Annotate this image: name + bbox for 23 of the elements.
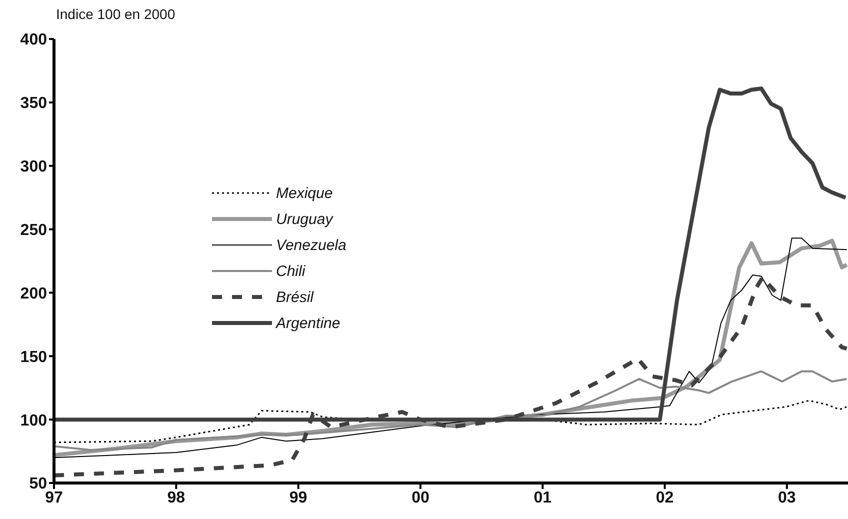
x-tick-label: 98 xyxy=(167,489,186,506)
x-tick-label: 03 xyxy=(778,489,796,506)
y-tick-label: 50 xyxy=(29,476,48,493)
y-tick-label: 350 xyxy=(20,95,48,112)
legend-label: Brésil xyxy=(276,288,314,306)
line-series xyxy=(54,370,848,452)
y-tick-label: 150 xyxy=(20,348,48,366)
x-tick-label: 99 xyxy=(289,489,308,506)
y-tick-label: 250 xyxy=(20,222,48,239)
y-tick-label: 400 xyxy=(20,32,48,49)
legend-label: Mexique xyxy=(276,184,333,202)
legend-label: Argentine xyxy=(276,314,340,332)
x-tick-label: 02 xyxy=(656,489,674,506)
legend-label: Chili xyxy=(276,262,306,280)
y-axis-title: Indice 100 en 2000 xyxy=(56,6,176,22)
x-tick-label: 01 xyxy=(534,489,552,506)
y-tick-label: 100 xyxy=(20,412,48,430)
legend-label: Uruguay xyxy=(276,210,333,228)
y-tick-label: 300 xyxy=(20,158,48,176)
x-tick-label: 97 xyxy=(45,489,63,506)
x-tick-label: 00 xyxy=(412,489,430,506)
legend-label: Venezuela xyxy=(276,236,346,254)
y-tick-label: 200 xyxy=(20,285,48,302)
